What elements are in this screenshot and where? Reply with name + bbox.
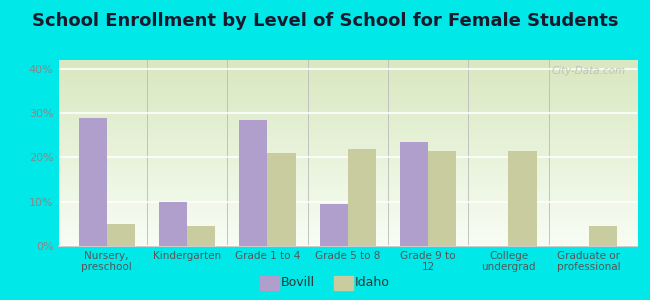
Bar [239, 120, 267, 246]
Text: School Enrollment by Level of School for Female Students: School Enrollment by Level of School for… [32, 12, 618, 30]
Bar [348, 148, 376, 246]
Bar [589, 226, 617, 246]
Bar [79, 118, 107, 246]
Bar [187, 226, 215, 246]
Bar [428, 151, 456, 246]
Text: City-Data.com: City-Data.com [551, 66, 625, 76]
Bar [107, 224, 135, 246]
Bar [400, 142, 428, 246]
Bar [508, 151, 536, 246]
Bar [159, 202, 187, 246]
Legend: Bovill, Idaho: Bovill, Idaho [255, 271, 395, 294]
Bar [320, 204, 348, 246]
Bar [267, 153, 296, 246]
